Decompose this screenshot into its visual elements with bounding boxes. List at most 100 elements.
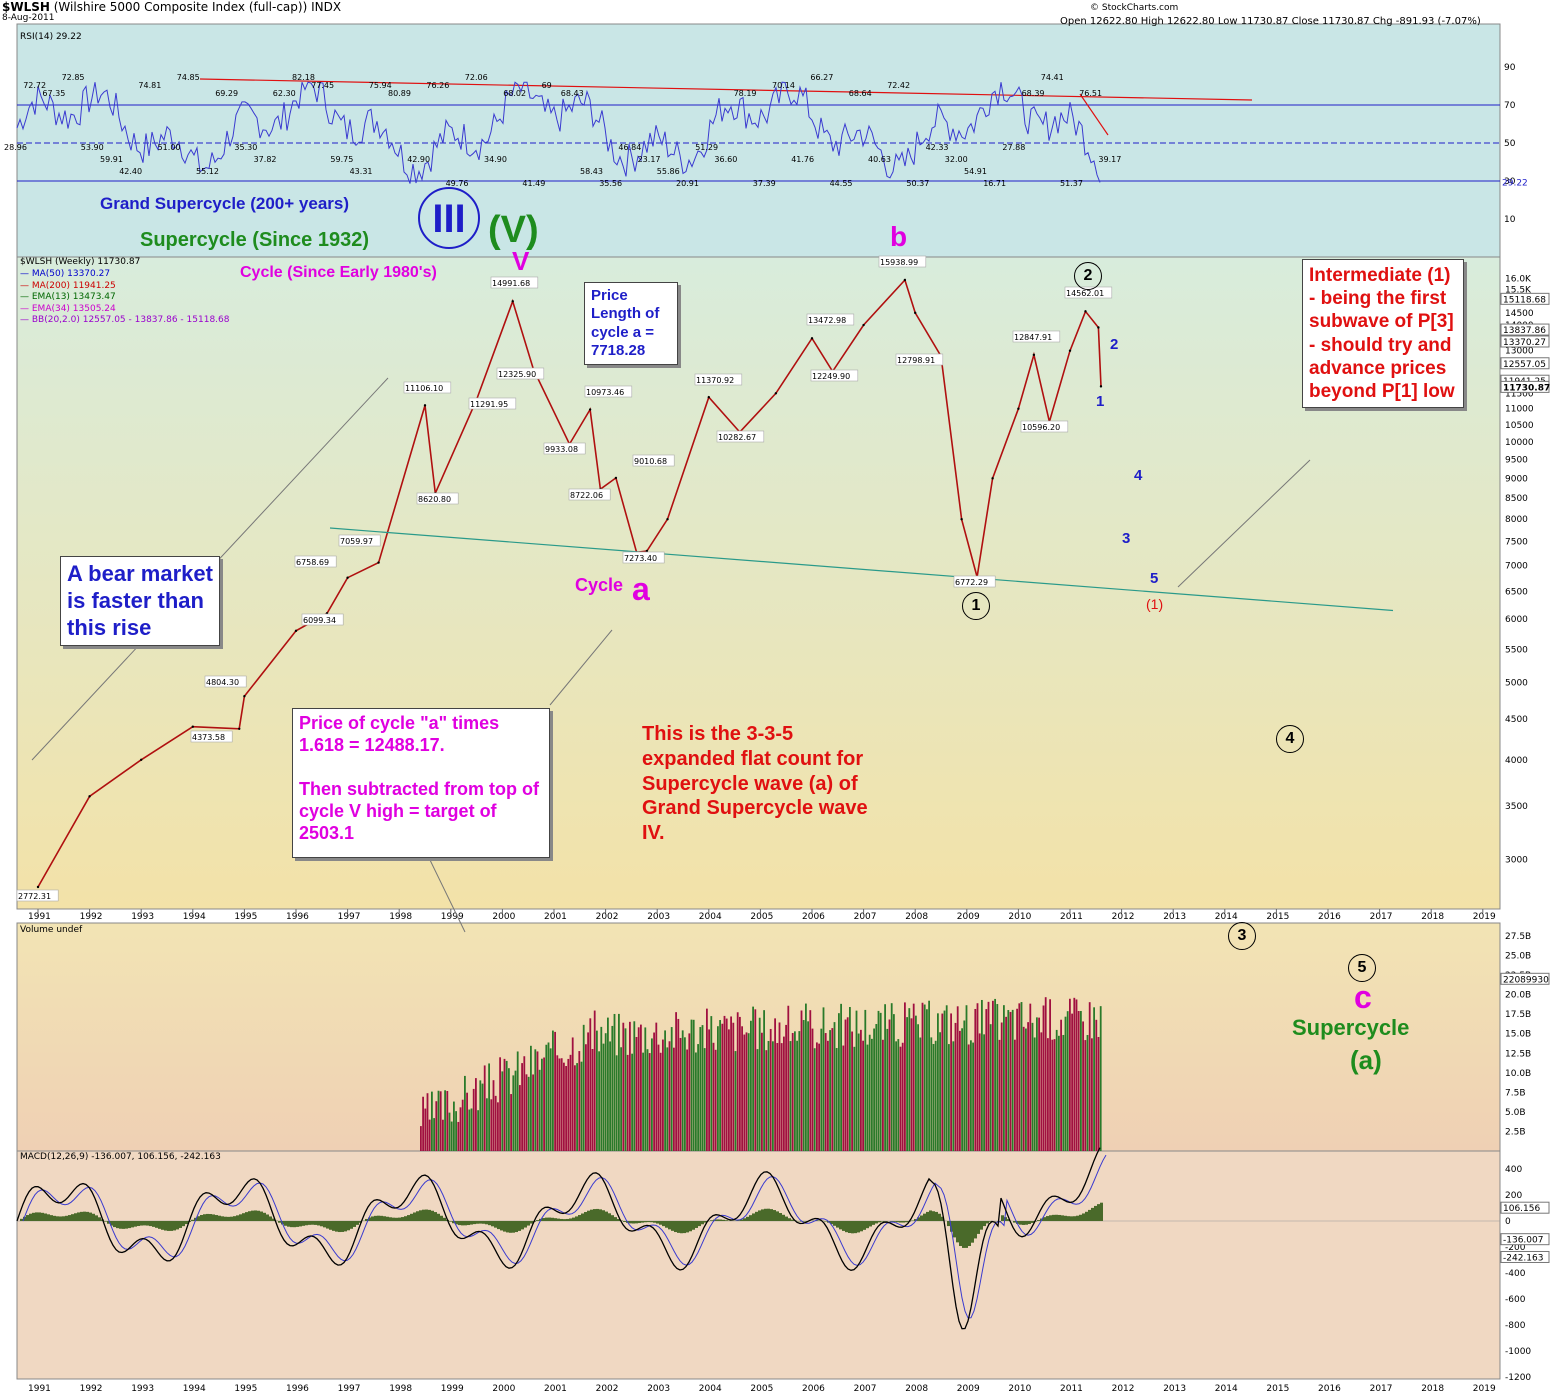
volume-bar <box>653 1032 655 1151</box>
rsi-value-label: 42.40 <box>119 167 142 176</box>
macd-histogram-bar <box>680 1221 683 1234</box>
macd-histogram-bar <box>323 1221 326 1228</box>
macd-histogram-bar <box>746 1216 749 1221</box>
volume-tick-label: 17.5B <box>1505 1010 1531 1020</box>
macd-histogram-bar <box>617 1218 620 1221</box>
volume-bar <box>1036 1017 1038 1151</box>
volume-bar <box>552 1030 554 1151</box>
volume-bar <box>796 1040 798 1151</box>
macd-histogram-bar <box>398 1217 401 1221</box>
macd-histogram-bar <box>335 1221 338 1232</box>
price-point <box>1099 385 1103 388</box>
price-panel-bg <box>16 256 1501 910</box>
volume-bar <box>1077 1010 1080 1151</box>
rsi-value-label: 66.27 <box>810 73 833 82</box>
rsi-value-label: 68.64 <box>849 89 872 98</box>
macd-histogram-bar <box>1022 1221 1025 1225</box>
volume-bar <box>433 1118 435 1151</box>
rsi-value-label: 59.91 <box>100 155 123 164</box>
rsi-line <box>16 81 1101 184</box>
macd-histogram-bar <box>47 1214 50 1221</box>
volume-bar <box>919 1037 922 1151</box>
macd-histogram-bar <box>755 1211 758 1221</box>
volume-bar <box>1000 1022 1003 1151</box>
volume-bar <box>884 1004 886 1151</box>
volume-bar <box>439 1091 442 1151</box>
macd-histogram-bar <box>659 1221 662 1225</box>
volume-bar <box>974 1008 977 1151</box>
price-point-label: 7273.40 <box>624 554 657 563</box>
macd-histogram-bar <box>572 1217 575 1221</box>
volume-bar <box>574 1065 576 1151</box>
volume-bar <box>541 1058 543 1151</box>
rsi-value-label: 34.90 <box>484 155 507 164</box>
volume-bar <box>985 1009 988 1151</box>
price-tag-box <box>1500 323 1550 336</box>
macd-histogram-bar <box>164 1221 167 1231</box>
macd-histogram-bar <box>1016 1221 1019 1224</box>
macd-histogram-bar <box>149 1221 152 1227</box>
price-point-label: 13472.98 <box>808 316 846 325</box>
volume-bar <box>767 1040 770 1151</box>
macd-histogram-bar <box>221 1216 224 1221</box>
volume-bar <box>523 1056 526 1151</box>
intermediate-box: Intermediate (1) - being the first subwa… <box>1302 259 1464 409</box>
rsi-value-label: 76.51 <box>1079 89 1102 98</box>
macd-histogram-bar <box>674 1221 677 1233</box>
macd-histogram-bar <box>518 1221 521 1231</box>
volume-bar <box>618 1013 620 1151</box>
rsi-value-label: 20.91 <box>676 179 699 188</box>
volume-bar <box>750 1020 752 1151</box>
rsi-value-label: 49.76 <box>446 179 469 188</box>
macd-histogram-bar <box>938 1213 941 1221</box>
volume-bar <box>611 1025 614 1151</box>
volume-bar <box>505 1060 508 1151</box>
rsi-value-label: 35.30 <box>234 143 257 152</box>
volume-bar <box>648 1053 651 1151</box>
price-tag: 11730.87 <box>1503 383 1550 393</box>
volume-bar <box>917 1024 919 1151</box>
volume-bar <box>609 1041 611 1151</box>
price-tick-label: 3000 <box>1505 856 1528 866</box>
macd-histogram-bar <box>485 1221 488 1225</box>
volume-bar <box>937 1013 939 1151</box>
volume-bar <box>882 1039 884 1151</box>
macd-histogram-bar <box>428 1209 431 1221</box>
volume-bar <box>725 1018 728 1151</box>
price-point <box>588 408 592 411</box>
rsi-value-label: 72.85 <box>62 73 85 82</box>
rsi-value-label: 78.19 <box>734 89 757 98</box>
volume-bar <box>758 1017 761 1151</box>
macd-histogram-bar <box>431 1210 434 1221</box>
volume-bar <box>695 1052 697 1151</box>
macd-histogram-bar <box>497 1221 500 1230</box>
volume-bar <box>470 1108 473 1151</box>
volume-bar <box>765 1050 768 1151</box>
macd-histogram-bar <box>203 1214 206 1221</box>
macd-histogram-bar <box>254 1210 257 1221</box>
volume-bar <box>989 1024 992 1151</box>
price-point-label: 11106.10 <box>405 384 443 393</box>
volume-bar <box>580 1061 583 1151</box>
volume-bar <box>499 1057 501 1151</box>
price-point-label: 14562.01 <box>1066 289 1104 298</box>
macd-histogram-bar <box>686 1221 689 1233</box>
target-box-line2: Then subtracted from top of cycle V high… <box>299 778 539 843</box>
macd-histogram-bar <box>218 1215 221 1221</box>
price-tag: 13837.86 <box>1503 326 1546 336</box>
price-point <box>377 561 380 564</box>
volume-bar <box>668 1041 671 1151</box>
volume-bar <box>664 1030 666 1151</box>
volume-bar <box>890 1003 893 1151</box>
x-tick-label-top: 2015 <box>1266 912 1289 922</box>
price-point-label: 12249.90 <box>812 372 850 381</box>
macd-histogram-bar <box>173 1221 176 1231</box>
volume-bar <box>952 1041 955 1151</box>
volume-bar <box>888 1019 891 1151</box>
volume-bar <box>1003 1005 1005 1151</box>
volume-bar <box>763 1010 765 1151</box>
macd-histogram-bar <box>836 1221 839 1228</box>
macd-histogram-bar <box>641 1221 644 1223</box>
macd-histogram-bar <box>191 1219 194 1221</box>
